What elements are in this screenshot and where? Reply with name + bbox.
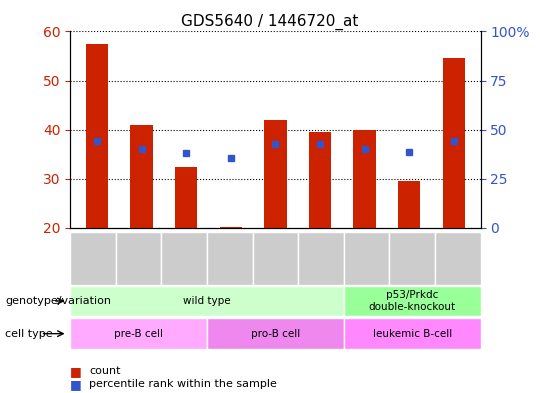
Bar <box>398 181 420 228</box>
Bar <box>309 132 331 228</box>
Bar <box>443 59 465 228</box>
Bar <box>354 130 376 228</box>
Text: wild type: wild type <box>183 296 231 306</box>
Text: GDS5640 / 1446720_at: GDS5640 / 1446720_at <box>181 14 359 30</box>
Text: cell type: cell type <box>5 329 53 339</box>
Text: pro-B cell: pro-B cell <box>251 329 300 339</box>
Text: p53/Prkdc
double-knockout: p53/Prkdc double-knockout <box>369 290 456 312</box>
Bar <box>86 44 108 228</box>
Bar <box>264 120 287 228</box>
Bar <box>175 167 197 228</box>
Text: count: count <box>89 366 120 376</box>
Bar <box>220 227 242 228</box>
Text: leukemic B-cell: leukemic B-cell <box>373 329 452 339</box>
Text: pre-B cell: pre-B cell <box>114 329 163 339</box>
Text: percentile rank within the sample: percentile rank within the sample <box>89 379 277 389</box>
Bar <box>131 125 153 228</box>
Text: ■: ■ <box>70 378 82 391</box>
Text: ■: ■ <box>70 365 82 378</box>
Text: genotype/variation: genotype/variation <box>5 296 111 306</box>
